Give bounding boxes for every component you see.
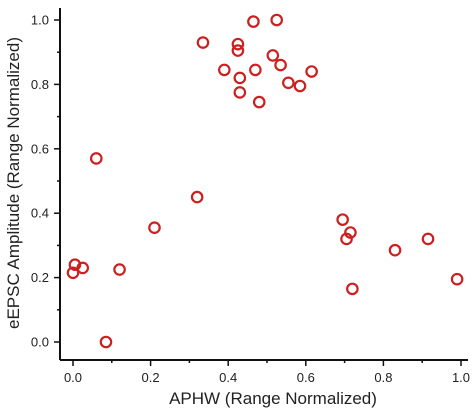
data-point bbox=[305, 65, 318, 78]
x-tick-label: 0.6 bbox=[297, 370, 315, 385]
x-tick-label: 1.0 bbox=[452, 370, 470, 385]
x-axis-title: APHW (Range Normalized) bbox=[169, 389, 377, 408]
data-point bbox=[231, 37, 245, 51]
y-tick-label: 0.0 bbox=[31, 335, 49, 350]
data-point bbox=[346, 282, 359, 296]
data-point bbox=[340, 232, 353, 246]
y-tick-label: 0.8 bbox=[31, 77, 49, 92]
x-tick-label: 0.2 bbox=[142, 370, 160, 385]
data-point bbox=[282, 76, 295, 90]
data-point bbox=[89, 152, 103, 165]
y-tick-label: 1.0 bbox=[31, 13, 49, 28]
x-tick-label: 0.0 bbox=[64, 370, 82, 385]
data-point bbox=[450, 272, 464, 286]
tick-marks bbox=[54, 19, 462, 366]
data-point bbox=[249, 63, 262, 77]
data-point bbox=[196, 36, 210, 49]
data-point bbox=[266, 49, 280, 62]
data-point bbox=[274, 58, 287, 72]
data-point bbox=[99, 335, 113, 349]
data-point bbox=[247, 15, 260, 28]
data-point bbox=[231, 44, 245, 57]
data-point bbox=[233, 86, 247, 99]
data-points bbox=[66, 13, 464, 349]
x-tick-label: 0.4 bbox=[219, 370, 237, 385]
data-point bbox=[190, 190, 204, 204]
data-point bbox=[148, 221, 161, 234]
y-axis-title: eEPSC Amplitude (Range Normalized) bbox=[4, 37, 23, 329]
data-point bbox=[344, 226, 357, 239]
y-tick-label: 0.2 bbox=[31, 270, 49, 285]
tick-labels: 0.0 0.2 0.4 0.6 0.8 1.0 0.0 0.2 0.4 0.6 0.8 1.0 bbox=[31, 13, 470, 386]
data-point bbox=[76, 261, 89, 275]
y-tick-label: 0.4 bbox=[31, 206, 49, 221]
y-tick-label: 0.6 bbox=[31, 141, 49, 156]
data-point bbox=[388, 243, 402, 257]
data-point bbox=[218, 63, 231, 77]
data-point bbox=[421, 232, 435, 246]
data-point bbox=[68, 258, 82, 272]
data-point bbox=[252, 95, 266, 109]
data-point bbox=[336, 213, 349, 226]
data-point bbox=[293, 79, 307, 93]
data-point bbox=[113, 263, 126, 276]
data-point bbox=[233, 71, 247, 85]
data-point bbox=[66, 266, 80, 280]
x-tick-label: 0.8 bbox=[374, 370, 392, 385]
data-point bbox=[270, 13, 283, 27]
